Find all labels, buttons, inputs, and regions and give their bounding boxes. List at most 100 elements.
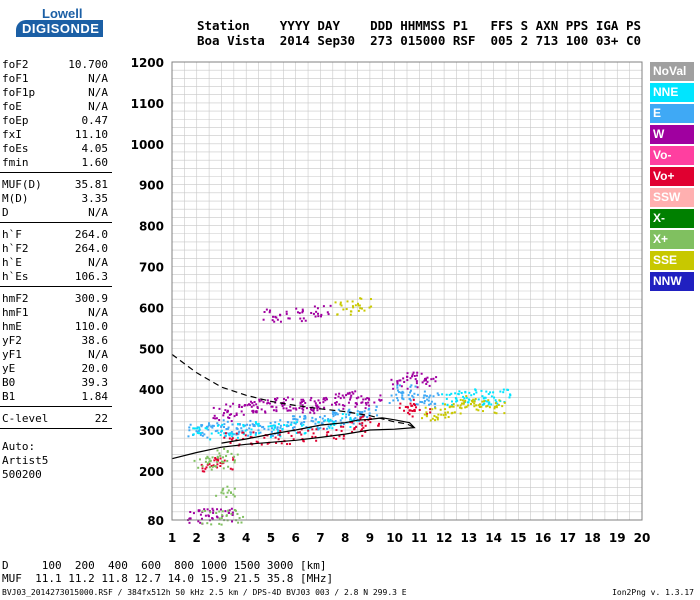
y-tick-label: 400 <box>139 383 164 397</box>
param-row-ye: yE 20.0 <box>2 362 108 376</box>
param-value: 300.9 <box>74 292 108 305</box>
data-point-w <box>248 398 271 413</box>
y-tick-label: 300 <box>139 424 164 438</box>
x-tick-label: 5 <box>267 531 275 545</box>
logo-line1: Lowell <box>42 6 83 21</box>
y-tick-label: 500 <box>139 342 164 356</box>
data-point-w <box>262 308 282 323</box>
param-row-hmf1: hmF1 N/A <box>2 306 108 320</box>
data-point-w <box>310 304 332 318</box>
param-row-fof2: foF2 10.700 <box>2 58 108 72</box>
param-value: N/A <box>88 72 108 85</box>
param-row-yf2: yF2 38.6 <box>2 334 108 348</box>
data-point-sse <box>334 300 357 316</box>
x-tick-label: 3 <box>217 531 225 545</box>
param-value: N/A <box>88 100 108 113</box>
data-point-w <box>309 396 333 412</box>
y-tick-label: 1200 <box>131 56 164 70</box>
muf-row: MUF 11.1 11.2 11.8 12.7 14.0 15.9 21.5 3… <box>2 572 334 585</box>
legend-item-e: E <box>650 104 694 123</box>
param-name: hmF1 <box>2 306 29 319</box>
param-row-fof1: foF1 N/A <box>2 72 108 86</box>
legend-item-vo: Vo+ <box>650 167 694 186</box>
y-tick-label: 1100 <box>131 97 164 111</box>
param-name: C-level <box>2 412 49 425</box>
param-name: hmF2 <box>2 292 29 305</box>
x-tick-label: 20 <box>634 531 651 545</box>
x-tick-label: 16 <box>535 531 552 545</box>
param-row-fof1p: foF1p N/A <box>2 86 108 100</box>
data-point-w <box>285 398 308 414</box>
legend-item-w: W <box>650 125 694 144</box>
header-labels: Station YYYY DAY DDD HHMMSS P1 FFS S AXN… <box>197 18 642 33</box>
param-value: 110.0 <box>74 320 108 333</box>
x-tick-label: 8 <box>341 531 349 545</box>
data-point-vo <box>210 456 235 471</box>
param-name: foEp <box>2 114 29 127</box>
x-tick-label: 9 <box>366 531 374 545</box>
param-row-hf: h`F 264.0 <box>2 228 108 242</box>
data-point-nne <box>216 423 239 439</box>
param-row-yf1: yF1 N/A <box>2 348 108 362</box>
x-tick-label: 14 <box>485 531 502 545</box>
muf-table: D 100 200 400 600 800 1000 1500 3000 [km… <box>2 559 333 585</box>
data-point-e <box>187 423 209 439</box>
param-name: yE <box>2 362 16 375</box>
param-value: N/A <box>88 206 108 219</box>
data-point-w <box>334 390 358 406</box>
data-point-w <box>360 394 383 410</box>
x-tick-label: 10 <box>386 531 403 545</box>
y-tick-label: 700 <box>139 260 164 274</box>
param-value: N/A <box>88 348 108 361</box>
param-value: 11.10 <box>74 128 108 141</box>
data-point-x <box>201 509 224 526</box>
x-tick-label: 11 <box>411 531 428 545</box>
param-row-foes: foEs 4.05 <box>2 142 108 156</box>
x-tick-label: 1 <box>168 531 176 545</box>
data-point-vo <box>398 398 417 414</box>
param-name: h`F <box>2 228 22 241</box>
param-value: 35.81 <box>74 178 108 191</box>
x-tick-label: 7 <box>316 531 324 545</box>
y-tick-label: 1000 <box>131 138 164 152</box>
legend-item-vo: Vo- <box>650 146 694 165</box>
param-name: yF2 <box>2 334 22 347</box>
y-tick-label: 800 <box>139 220 164 234</box>
param-row-hes: h`Es 106.3 <box>2 270 108 284</box>
x-tick-label: 12 <box>436 531 453 545</box>
logo-line2: DIGISONDE <box>16 20 104 37</box>
data-point-x <box>216 447 239 464</box>
data-point-nne <box>477 390 502 406</box>
param-name: h`F2 <box>2 242 29 255</box>
param-row-foe: foE N/A <box>2 100 108 114</box>
chart-trace-lines <box>171 353 416 460</box>
y-tick-label: 80 <box>147 514 164 528</box>
legend-item-nne: NNE <box>650 83 694 102</box>
x-tick-label: 13 <box>460 531 477 545</box>
legend-item-noval: NoVal <box>650 62 694 81</box>
param-separator <box>0 172 112 173</box>
data-point-sse <box>471 398 491 413</box>
param-name: MUF(D) <box>2 178 42 191</box>
param-name: foEs <box>2 142 29 155</box>
param-row-fmin: fmin 1.60 <box>2 156 108 170</box>
legend-item-ssw: SSW <box>650 188 694 207</box>
param-value: 106.3 <box>74 270 108 283</box>
param-value: 3.35 <box>81 192 109 205</box>
param-value: N/A <box>88 86 108 99</box>
param-separator <box>0 222 112 223</box>
data-point-x <box>206 455 230 470</box>
param-value: 20.0 <box>81 362 109 375</box>
y-tick-label: 900 <box>139 179 164 193</box>
trace-line-dashed <box>171 353 415 429</box>
data-point-w <box>212 406 233 423</box>
auto-label: Auto: <box>2 440 36 453</box>
param-name: foF1 <box>2 72 29 85</box>
data-point-sse <box>459 395 481 410</box>
param-name: fxI <box>2 128 22 141</box>
data-point-nne <box>192 426 213 441</box>
data-point-e <box>396 384 417 401</box>
data-point-sse <box>433 403 454 419</box>
param-separator <box>0 286 112 287</box>
